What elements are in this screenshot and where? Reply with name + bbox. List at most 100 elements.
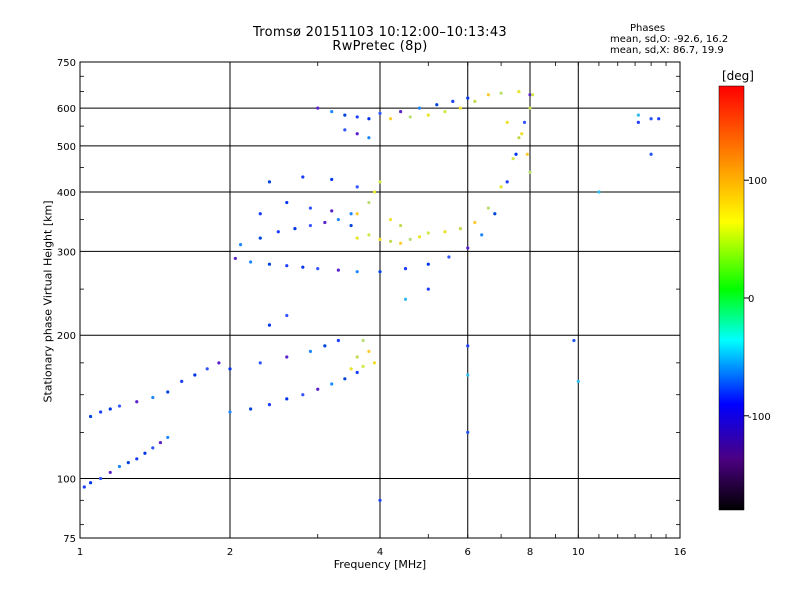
- data-point: [466, 373, 470, 377]
- data-point: [267, 402, 272, 407]
- data-point: [378, 498, 382, 502]
- data-point: [355, 185, 359, 189]
- data-point: [285, 264, 289, 268]
- data-point: [378, 237, 382, 241]
- x-tick-label: 4: [377, 547, 383, 558]
- data-point: [466, 96, 470, 100]
- data-point: [330, 177, 334, 182]
- data-point: [435, 103, 439, 107]
- data-point: [473, 220, 477, 225]
- data-point: [388, 117, 393, 121]
- data-point: [108, 407, 112, 411]
- data-point: [426, 287, 430, 291]
- data-point: [367, 136, 371, 140]
- data-point: [126, 461, 130, 465]
- data-point: [528, 106, 532, 110]
- data-point: [323, 344, 327, 348]
- data-point: [316, 387, 320, 391]
- data-points: [82, 89, 661, 502]
- colorbar-label: [deg]: [722, 69, 754, 83]
- phase-stats-heading: Phases: [630, 23, 666, 34]
- x-tick-label: 1: [77, 547, 83, 558]
- data-point: [372, 190, 377, 194]
- data-point: [285, 200, 289, 205]
- data-point: [258, 212, 262, 216]
- data-point: [330, 209, 334, 213]
- data-point: [417, 106, 422, 110]
- data-point: [408, 115, 412, 119]
- data-point: [308, 206, 313, 210]
- data-point: [525, 152, 529, 156]
- data-point: [480, 233, 484, 237]
- data-point: [426, 113, 430, 117]
- chart-subtitle: RwPretec (8p): [332, 39, 428, 54]
- x-tick-label: 8: [527, 547, 533, 558]
- y-tick-label: 750: [57, 58, 76, 69]
- data-point: [636, 113, 640, 117]
- data-point: [249, 260, 253, 264]
- colorbar-tick-label: 100: [748, 176, 767, 187]
- data-point: [514, 152, 518, 156]
- y-tick-label: 200: [57, 331, 76, 342]
- data-point: [316, 106, 320, 110]
- data-point: [361, 338, 365, 343]
- data-point: [228, 367, 232, 371]
- data-point: [517, 136, 521, 140]
- data-point: [355, 212, 359, 216]
- data-point: [99, 410, 103, 414]
- data-point: [249, 407, 253, 411]
- colorbar-tick-label: -100: [748, 412, 771, 423]
- data-point: [426, 231, 430, 235]
- data-point: [336, 338, 340, 343]
- data-point: [285, 355, 289, 359]
- data-point: [493, 212, 497, 216]
- data-point: [330, 110, 334, 114]
- data-point: [135, 400, 139, 404]
- data-point: [399, 241, 403, 245]
- data-point: [293, 227, 297, 231]
- data-point: [238, 243, 243, 247]
- plot-border: [79, 61, 681, 539]
- phase-stats-x: mean, sd,X: 86.7, 19.9: [610, 45, 724, 56]
- data-point: [520, 132, 524, 136]
- data-point: [399, 110, 403, 114]
- data-point: [143, 451, 147, 455]
- data-point: [330, 382, 334, 386]
- data-point: [151, 395, 155, 400]
- data-point: [403, 297, 408, 301]
- data-point: [505, 120, 509, 124]
- data-point: [466, 430, 470, 434]
- colorbar: [deg] 100 0 -100: [718, 69, 771, 511]
- data-point: [443, 110, 447, 114]
- data-point: [108, 470, 112, 475]
- data-point: [343, 377, 347, 381]
- data-point: [343, 113, 347, 117]
- data-point: [355, 132, 359, 136]
- data-point: [522, 120, 527, 124]
- data-point: [323, 220, 327, 225]
- data-point: [466, 246, 470, 250]
- data-point: [408, 237, 412, 241]
- data-point: [388, 217, 393, 222]
- data-point: [355, 270, 359, 274]
- data-point: [336, 268, 340, 272]
- data-point: [151, 446, 155, 450]
- data-point: [499, 185, 503, 189]
- data-point: [458, 106, 463, 110]
- data-point: [355, 355, 359, 359]
- data-point: [349, 223, 353, 228]
- x-tick-label: 2: [227, 547, 233, 558]
- data-point: [355, 115, 359, 119]
- data-point: [649, 117, 653, 121]
- data-point: [233, 256, 237, 261]
- data-point: [117, 464, 122, 469]
- chart-title: Tromsø 20151103 10:12:00–10:13:43: [252, 25, 508, 40]
- data-point: [378, 111, 382, 115]
- y-tick-label: 600: [57, 104, 76, 115]
- tick-labels: 1 2 4 6 8 10 16 75 100 200 300 400 500 600 750: [57, 58, 686, 558]
- data-point: [403, 267, 408, 271]
- data-point: [355, 236, 359, 240]
- data-point: [336, 217, 340, 222]
- data-point: [426, 262, 430, 266]
